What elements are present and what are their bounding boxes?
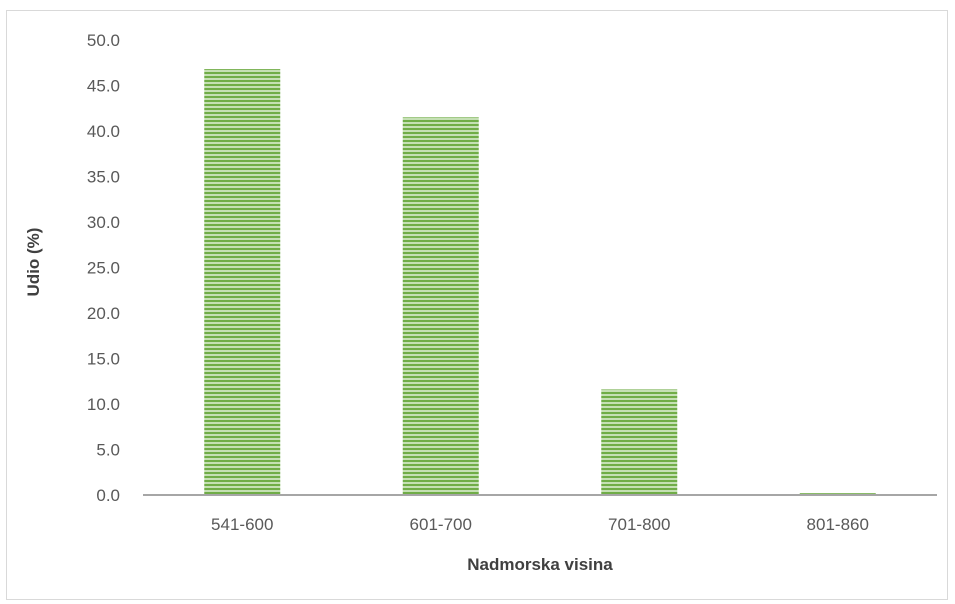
- bar-601-700: [402, 117, 479, 495]
- x-axis-ticks: 541-600 601-700 701-800 801-860: [211, 515, 869, 534]
- y-tick-label: 20.0: [87, 304, 120, 323]
- y-tick-label: 5.0: [96, 441, 120, 460]
- y-tick-label: 40.0: [87, 122, 120, 141]
- y-tick-label: 45.0: [87, 77, 120, 96]
- x-tick-label: 541-600: [211, 515, 273, 534]
- x-tick-label: 701-800: [608, 515, 670, 534]
- x-axis-title: Nadmorska visina: [467, 555, 613, 574]
- y-tick-label: 25.0: [87, 259, 120, 278]
- x-tick-label: 601-700: [410, 515, 472, 534]
- y-tick-label: 0.0: [96, 486, 120, 505]
- y-axis-ticks: 0.0 5.0 10.0 15.0 20.0 25.0 30.0 35.0 40.0 45.0 50…: [87, 31, 120, 505]
- y-axis-title: Udio (%): [24, 228, 43, 297]
- x-tick-label: 801-860: [807, 515, 869, 534]
- bar-701-800: [601, 389, 678, 495]
- bars: [204, 69, 876, 496]
- y-tick-label: 35.0: [87, 168, 120, 187]
- y-tick-label: 50.0: [87, 31, 120, 50]
- y-tick-label: 30.0: [87, 213, 120, 232]
- y-tick-label: 10.0: [87, 395, 120, 414]
- y-tick-label: 15.0: [87, 350, 120, 369]
- bar-541-600: [204, 69, 281, 496]
